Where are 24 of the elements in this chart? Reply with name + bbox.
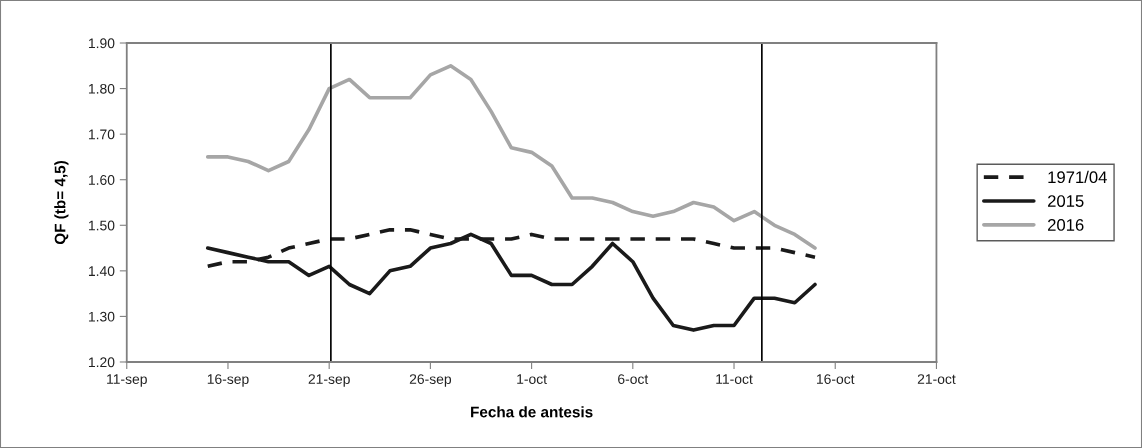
x-axis-title: Fecha de antesis	[471, 406, 593, 418]
y-tick-label: 1.90	[88, 38, 115, 49]
y-tick-label: 1.80	[88, 83, 115, 94]
x-tick-label: 21-oct	[917, 374, 956, 384]
x-tick-label: 16-oct	[816, 374, 855, 384]
y-tick-label: 1.60	[88, 175, 115, 185]
line-series	[205, 63, 817, 250]
y-axis-title: QF (tb= 4,5)	[54, 161, 69, 245]
x-tick-label: 21-sep	[308, 374, 350, 387]
y-tick-label: 1.30	[88, 311, 115, 322]
x-tick-label: 16-sep	[207, 374, 249, 387]
legend-label: 2016	[1048, 219, 1084, 231]
y-tick-label: 1.70	[88, 129, 115, 140]
x-tick-label: 11-oct	[716, 374, 753, 384]
legend-label: 1971/04	[1048, 170, 1107, 184]
x-tick-label: 26-sep	[409, 374, 452, 387]
y-tick-label: 1.20	[88, 357, 115, 368]
y-tick-label: 1.50	[88, 220, 115, 231]
x-tick-label: 6-oct	[618, 374, 649, 384]
x-tick-label: 11-sep	[107, 374, 147, 387]
x-tick-label: 1-oct	[517, 374, 547, 384]
line-series	[205, 232, 817, 332]
legend-label: 2015	[1048, 195, 1084, 207]
y-tick-label: 1.40	[88, 266, 115, 277]
